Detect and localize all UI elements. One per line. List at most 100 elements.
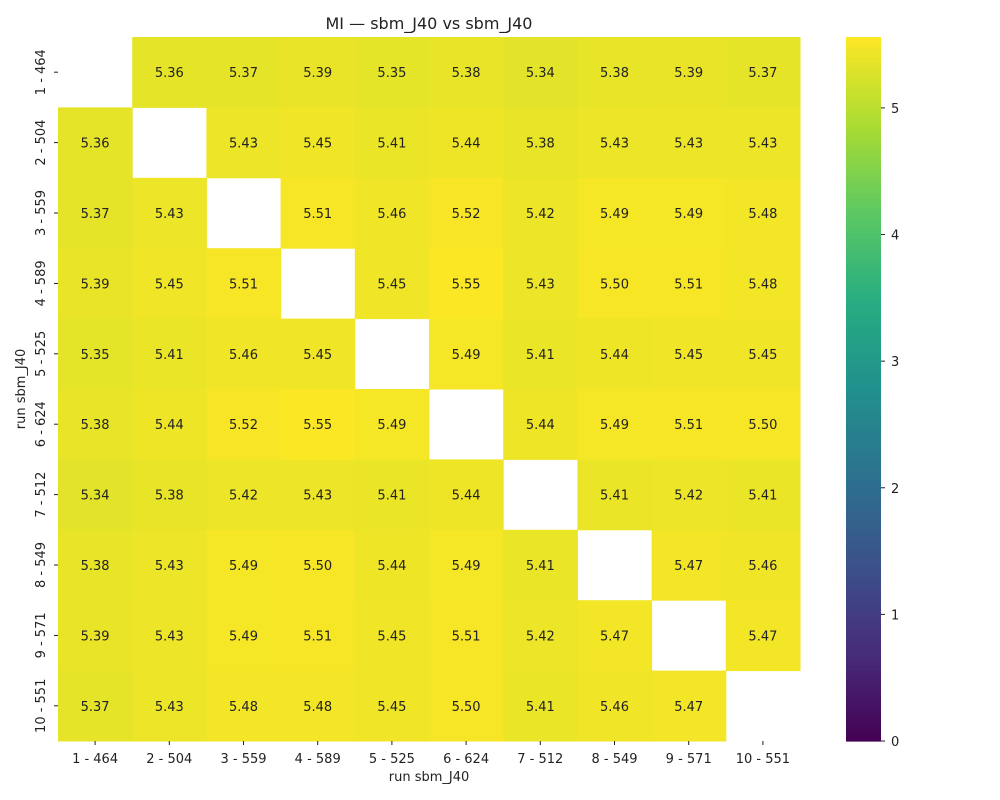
heatmap-cell (725, 107, 801, 179)
x-tick-label: 3 - 559 (220, 752, 266, 767)
y-tick-label: 4 - 589 (34, 260, 49, 306)
cell-value-label: 5.44 (452, 489, 481, 504)
y-axis-label: run sbm_J40 (14, 349, 29, 430)
heatmap-cell (354, 600, 430, 672)
cell-value-label: 5.43 (155, 700, 184, 715)
cell-value-label: 5.43 (303, 489, 332, 504)
heatmap-cell (651, 529, 727, 601)
heatmap-cell (354, 248, 430, 320)
colorbar-segment (846, 82, 881, 88)
x-tick-label: 4 - 589 (295, 752, 341, 767)
cell-value-label: 5.46 (229, 348, 258, 363)
colorbar-segment (846, 419, 881, 425)
heatmap-cell (132, 600, 207, 672)
x-axis-label: run sbm_J40 (389, 770, 470, 785)
cell-value-label: 5.38 (452, 66, 481, 81)
heatmap-cell (503, 318, 578, 390)
cell-value-label: 5.51 (303, 629, 332, 644)
y-tick-label: 6 - 624 (34, 401, 49, 447)
colorbar-segment (846, 454, 881, 460)
cell-value-label: 5.42 (229, 489, 258, 504)
colorbar-segment (846, 182, 881, 189)
heatmap-cell (651, 389, 727, 460)
heatmap-cell (429, 670, 504, 742)
cell-value-label: 5.47 (674, 559, 703, 574)
cell-value-label: 5.41 (377, 137, 406, 152)
colorbar-segment (846, 238, 881, 244)
heatmap-cell (354, 37, 430, 108)
heatmap-cell (429, 318, 504, 390)
colorbar-segment (846, 519, 881, 526)
heatmap-cell (132, 529, 207, 601)
heatmap-cell (725, 177, 801, 249)
heatmap-cell (58, 670, 133, 742)
colorbar-segment (846, 67, 881, 73)
colorbar-segment (846, 404, 881, 410)
colorbar-segment (846, 399, 881, 405)
cell-value-label: 5.49 (452, 559, 481, 574)
cell-value-label: 5.42 (526, 629, 555, 644)
colorbar-segment (846, 414, 881, 420)
cell-value-label: 5.44 (452, 137, 481, 152)
colorbar-segment (846, 167, 881, 174)
heatmap-cell (503, 600, 578, 672)
cell-value-label: 5.37 (229, 66, 258, 81)
heatmap-cell (429, 37, 504, 108)
colorbar-tick-label: 3 (891, 355, 899, 370)
colorbar-segment (846, 107, 881, 114)
colorbar-segment (846, 630, 881, 636)
cell-value-label: 5.50 (600, 277, 629, 292)
colorbar-segment (846, 157, 881, 164)
colorbar-segment (846, 293, 881, 300)
y-tick-label: 3 - 559 (34, 190, 49, 236)
x-axis: 1 - 464 2 - 504 3 - 559 4 - 589 5 - 525 6 - 6… (72, 741, 790, 767)
cell-value-label: 5.52 (229, 418, 258, 433)
x-tick-label: 10 - 551 (736, 752, 790, 767)
colorbar-segment (846, 605, 881, 611)
heatmap-cell (725, 389, 801, 460)
heatmap-cell (577, 318, 653, 390)
colorbar-segment (846, 610, 881, 616)
colorbar-segment (846, 278, 881, 284)
colorbar-segment (846, 444, 881, 450)
heatmap-cell (725, 459, 801, 531)
colorbar-segment (846, 72, 881, 78)
heatmap-cell (577, 670, 653, 742)
heatmap-cell (206, 529, 282, 601)
colorbar-segment (846, 529, 881, 536)
heatmap-cell (503, 37, 578, 108)
heatmap-cell (429, 248, 504, 320)
colorbar-segment (846, 318, 881, 325)
colorbar-tick-label: 0 (891, 735, 899, 750)
colorbar-tick-label: 5 (891, 102, 899, 117)
cell-value-label: 5.39 (81, 277, 110, 292)
cell-value-label: 5.55 (452, 277, 481, 292)
colorbar-segment (846, 534, 881, 541)
heatmap-cell (206, 389, 282, 460)
heatmap-cell (651, 37, 727, 108)
cell-value-label: 5.44 (526, 418, 555, 433)
colorbar-segment (846, 449, 881, 455)
colorbar-segment (846, 248, 881, 254)
cell-value-label: 5.50 (303, 559, 332, 574)
heatmap-cell (58, 389, 133, 460)
heatmap-cell (280, 107, 356, 179)
cell-value-label: 5.51 (229, 277, 258, 292)
colorbar-segment (846, 152, 881, 159)
colorbar-segment (846, 162, 881, 169)
heatmap-cell (354, 107, 430, 179)
colorbar-segment (846, 187, 881, 194)
heatmap-cell (206, 37, 282, 108)
colorbar-segment (846, 268, 881, 274)
colorbar-segment (846, 112, 881, 119)
colorbar-segment (846, 223, 881, 229)
heatmap-cell (206, 318, 282, 390)
cell-value-label: 5.45 (377, 700, 406, 715)
colorbar-segment (846, 313, 881, 320)
colorbar-segment (846, 77, 881, 83)
cell-value-label: 5.48 (748, 207, 777, 222)
colorbar-segment (846, 665, 881, 672)
heatmap-cell (58, 177, 133, 249)
heatmap-cell (132, 177, 207, 249)
cell-value-label: 5.45 (377, 629, 406, 644)
